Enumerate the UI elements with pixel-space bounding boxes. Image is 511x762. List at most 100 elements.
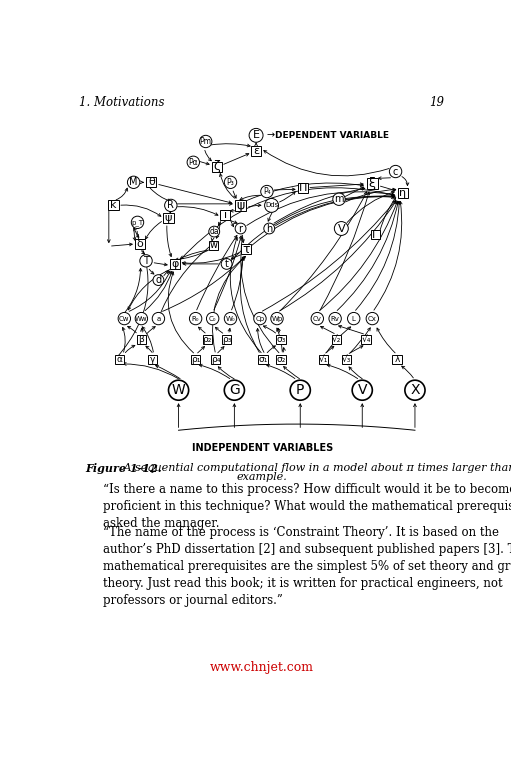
Bar [319, 355, 328, 364]
Text: P₄: P₄ [263, 187, 271, 196]
Bar [342, 355, 352, 364]
Circle shape [187, 156, 199, 168]
Text: da: da [210, 227, 219, 236]
Circle shape [235, 223, 246, 234]
Circle shape [224, 176, 237, 188]
Text: ε: ε [253, 146, 259, 155]
Text: G: G [229, 383, 240, 397]
Text: i: i [223, 210, 227, 219]
Text: DEPENDENT VARIABLE: DEPENDENT VARIABLE [275, 131, 389, 140]
Bar [137, 335, 146, 344]
Bar [259, 355, 268, 364]
Circle shape [265, 198, 278, 213]
Text: Cv: Cv [313, 315, 322, 322]
Text: c: c [393, 167, 398, 177]
Bar [392, 355, 402, 364]
Text: Cw: Cw [119, 315, 130, 322]
Circle shape [271, 312, 283, 325]
Circle shape [131, 216, 144, 229]
Circle shape [334, 222, 349, 235]
Text: √₄: √₄ [361, 335, 371, 344]
Text: η: η [399, 188, 406, 198]
Bar [222, 335, 231, 344]
Circle shape [254, 312, 266, 325]
Text: β: β [138, 335, 144, 344]
Bar [361, 335, 371, 344]
Text: X: X [410, 383, 420, 397]
Bar [212, 162, 222, 172]
Text: √₂: √₂ [332, 335, 341, 344]
Text: p_T: p_T [131, 219, 144, 226]
Bar [191, 355, 200, 364]
Circle shape [169, 380, 189, 400]
Text: P: P [296, 383, 305, 397]
Bar [220, 210, 230, 219]
Circle shape [221, 258, 232, 269]
Circle shape [249, 129, 263, 142]
Bar [251, 146, 261, 155]
Text: ξ: ξ [369, 178, 376, 190]
Text: Pα: Pα [189, 158, 198, 167]
Circle shape [329, 312, 341, 325]
Text: W₀: W₀ [226, 315, 235, 322]
Bar [332, 335, 341, 344]
Bar [147, 178, 156, 187]
Text: φ: φ [171, 259, 178, 269]
Circle shape [140, 255, 152, 267]
Text: W: W [172, 383, 185, 397]
Text: ζ: ζ [213, 160, 220, 174]
Circle shape [311, 312, 323, 325]
Bar [209, 241, 218, 250]
Bar [211, 355, 220, 364]
Bar [371, 230, 380, 239]
Bar [297, 183, 308, 193]
Circle shape [366, 312, 379, 325]
Bar [135, 239, 145, 249]
Text: w: w [210, 241, 218, 251]
Bar [108, 200, 119, 210]
Circle shape [165, 199, 177, 212]
Circle shape [264, 223, 275, 234]
Text: Cx: Cx [368, 315, 377, 322]
Text: ψ: ψ [237, 199, 245, 212]
Bar [241, 245, 251, 255]
Bar [235, 200, 246, 211]
Circle shape [135, 312, 148, 325]
Bar [276, 335, 286, 344]
Text: σ₃: σ₃ [276, 335, 286, 344]
Circle shape [261, 185, 273, 197]
Text: A sequential computational flow in a model about π times larger than the: A sequential computational flow in a mod… [121, 463, 511, 472]
Text: Rv: Rv [331, 315, 340, 322]
Text: “The name of the process is ‘Constraint Theory’. It is based on the
author’s PhD: “The name of the process is ‘Constraint … [103, 527, 511, 607]
Circle shape [224, 380, 244, 400]
Bar [367, 178, 378, 189]
Bar [202, 335, 212, 344]
Circle shape [290, 380, 310, 400]
Text: Wp: Wp [271, 315, 283, 322]
Text: INDEPENDENT VARIABLES: INDEPENDENT VARIABLES [192, 443, 333, 453]
Circle shape [199, 136, 212, 148]
Circle shape [333, 193, 345, 206]
Circle shape [190, 312, 202, 325]
Text: γ: γ [150, 355, 155, 364]
Text: C₀: C₀ [209, 315, 217, 322]
Text: P₃: P₃ [226, 178, 235, 187]
Bar [398, 188, 408, 198]
Text: a: a [156, 315, 160, 322]
Text: θ: θ [148, 178, 155, 187]
Circle shape [209, 226, 220, 237]
Circle shape [127, 176, 140, 188]
Text: →: → [267, 130, 275, 140]
Text: τ: τ [242, 243, 250, 256]
Text: √₁: √₁ [319, 355, 328, 364]
Text: Γ: Γ [373, 229, 379, 240]
Bar [115, 355, 124, 364]
Text: 19: 19 [429, 96, 445, 109]
Text: Π: Π [298, 183, 307, 193]
Text: ψ: ψ [165, 213, 172, 223]
Circle shape [153, 274, 164, 286]
Text: δ: δ [136, 239, 143, 249]
Text: V: V [337, 223, 345, 233]
Circle shape [118, 312, 130, 325]
Text: r: r [239, 223, 243, 233]
